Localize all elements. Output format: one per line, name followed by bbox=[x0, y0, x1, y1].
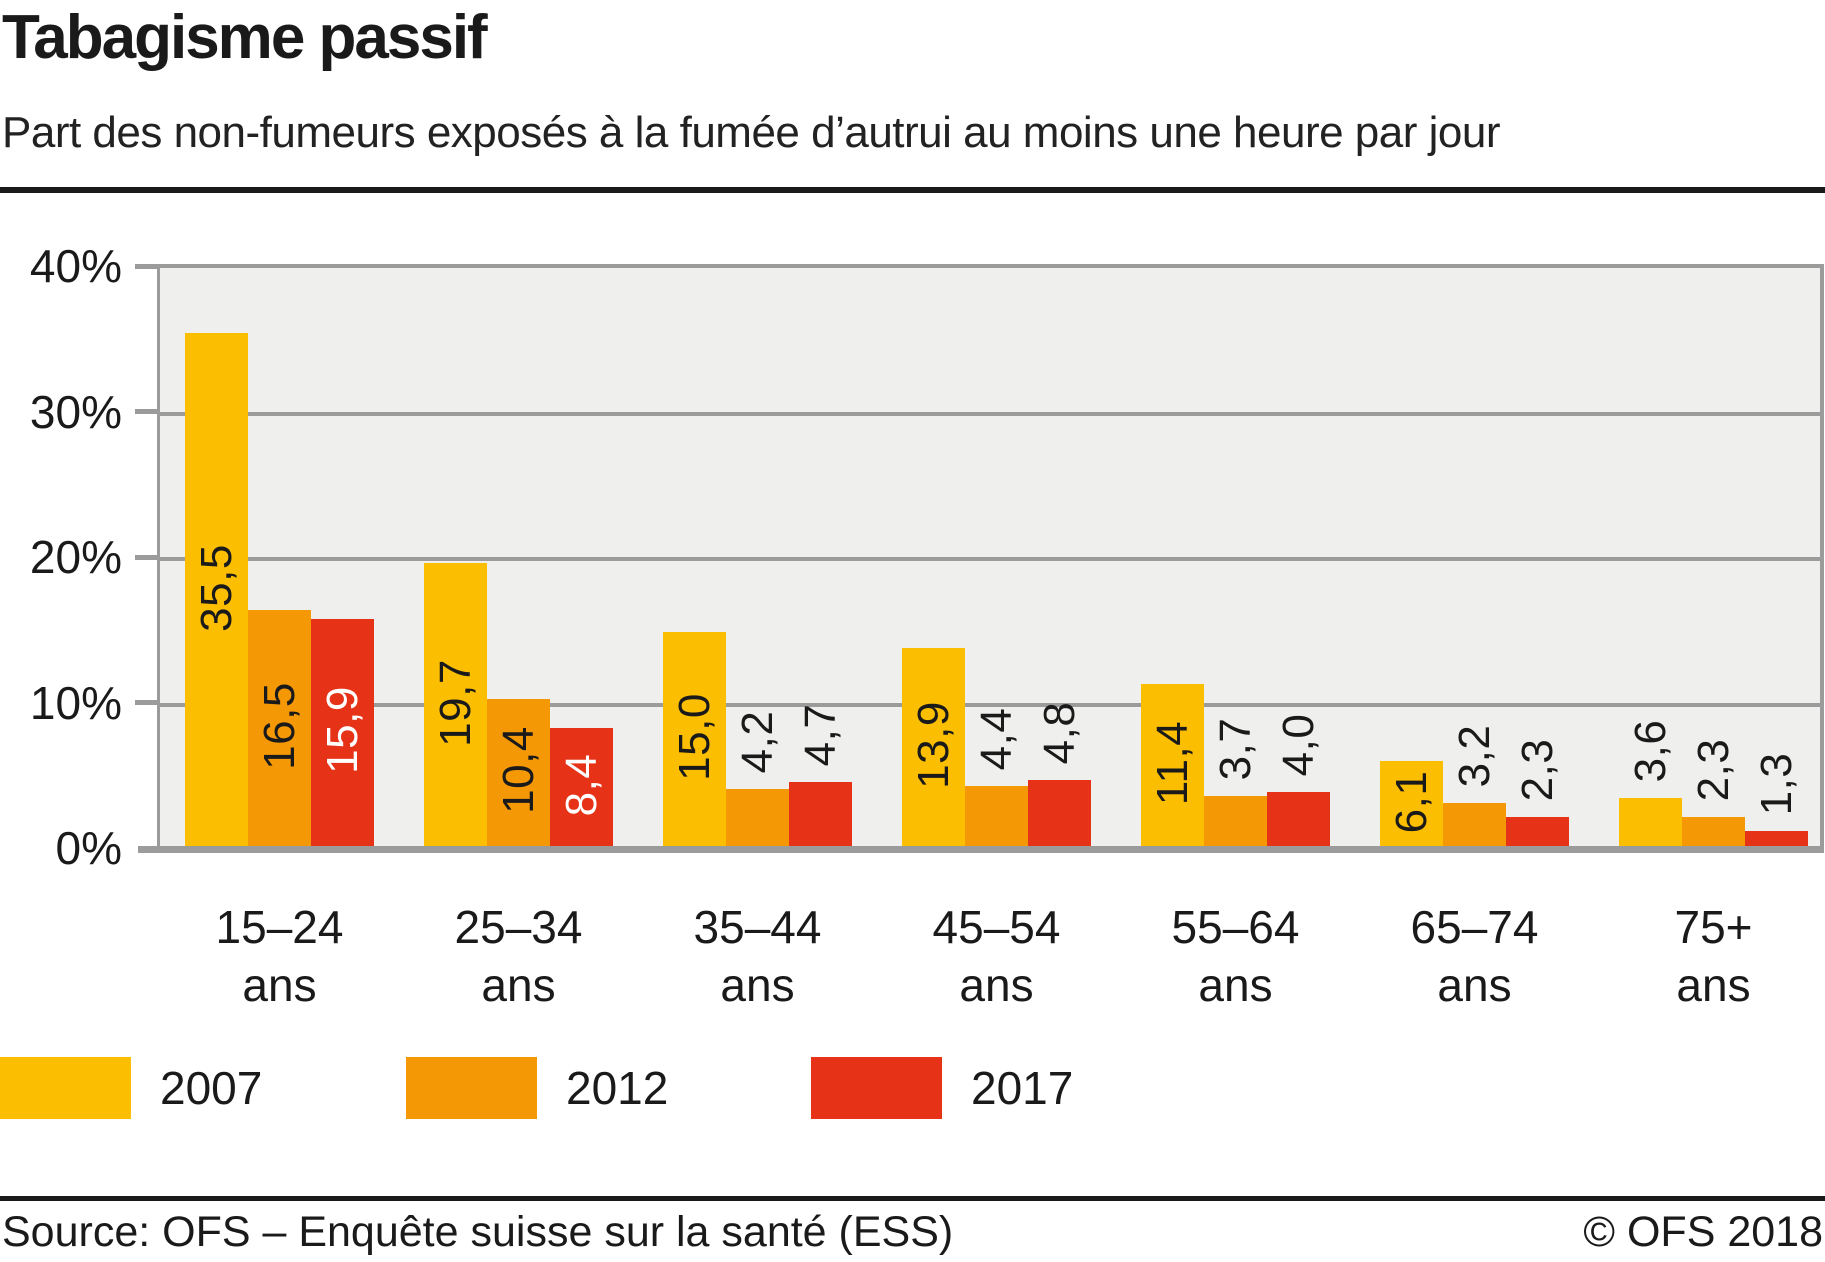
footer-source: Source: OFS – Enquête suisse sur la sant… bbox=[2, 1208, 954, 1256]
bar-value-label: 4,8 bbox=[1034, 701, 1084, 765]
x-axis-label-range: 75+ bbox=[1674, 901, 1753, 953]
y-axis-label: 30% bbox=[29, 385, 122, 438]
bar-2012-group3 bbox=[965, 785, 1028, 850]
x-axis-label-suffix: ans bbox=[1676, 959, 1751, 1011]
plot-area bbox=[160, 264, 1824, 850]
bar-2017-group4 bbox=[1267, 791, 1330, 850]
legend: 2007 2012 2017 bbox=[0, 1057, 1200, 1119]
y-axis-tick bbox=[135, 409, 157, 414]
bar-value-label: 6,1 bbox=[1386, 770, 1436, 833]
bar-value-label: 3,7 bbox=[1210, 717, 1260, 781]
x-axis-baseline bbox=[138, 846, 1824, 853]
y-axis-tick bbox=[135, 554, 157, 560]
bar-value-label: 3,2 bbox=[1449, 725, 1499, 788]
bar-value-label: 2,3 bbox=[1512, 738, 1562, 801]
bar-value-label: 4,2 bbox=[732, 710, 782, 774]
x-axis-label-range: 55–64 bbox=[1171, 901, 1300, 953]
x-axis-label-range: 35–44 bbox=[693, 901, 822, 953]
bar-value-label: 35,5 bbox=[191, 543, 241, 632]
legend-label: 2017 bbox=[971, 1062, 1074, 1114]
bar-value-label: 4,7 bbox=[795, 703, 845, 766]
x-axis-label-range: 45–54 bbox=[932, 901, 1061, 953]
bar-2012-group1 bbox=[487, 698, 550, 850]
x-axis-label: 35–44 ans bbox=[638, 898, 877, 1014]
y-axis-label: 10% bbox=[29, 676, 122, 729]
bar-2012-group6 bbox=[1682, 816, 1745, 850]
legend-item: 2012 bbox=[406, 1057, 668, 1119]
header-divider bbox=[0, 187, 1825, 193]
x-axis-label-range: 15–24 bbox=[215, 901, 344, 953]
x-axis-label: 65–74 ans bbox=[1355, 898, 1594, 1014]
bar-2007-group0 bbox=[185, 333, 248, 850]
bar-value-label: 4,4 bbox=[971, 707, 1021, 771]
bar-value-label: 13,9 bbox=[908, 701, 958, 789]
bar-2007-group4 bbox=[1141, 684, 1204, 850]
bar-value-label: 3,6 bbox=[1625, 719, 1675, 782]
x-axis-label: 25–34 ans bbox=[399, 898, 638, 1014]
footer-copyright: © OFS 2018 bbox=[1583, 1208, 1823, 1256]
legend-label: 2007 bbox=[160, 1062, 263, 1114]
x-axis-label: 55–64 ans bbox=[1116, 898, 1355, 1014]
x-axis-label-suffix: ans bbox=[1437, 959, 1512, 1011]
bar-value-label: 4,0 bbox=[1273, 713, 1323, 777]
bar-value-label: 11,4 bbox=[1147, 720, 1197, 806]
x-axis-label: 45–54 ans bbox=[877, 898, 1116, 1014]
page-subtitle: Part des non-fumeurs exposés à la fumée … bbox=[2, 108, 1500, 157]
bar-2007-group2 bbox=[663, 631, 726, 850]
x-axis-label: 75+ ans bbox=[1594, 898, 1825, 1014]
gridline bbox=[160, 702, 1820, 707]
bar-value-label: 8,4 bbox=[556, 753, 606, 817]
bar-2012-group2 bbox=[726, 788, 789, 850]
bar-2017-group2 bbox=[789, 781, 852, 850]
bar-2012-group5 bbox=[1443, 803, 1506, 850]
bar-value-label: 2,3 bbox=[1688, 738, 1738, 801]
page-title: Tabagisme passif bbox=[2, 3, 488, 72]
bar-2017-group3 bbox=[1028, 780, 1091, 850]
bar-2007-group5 bbox=[1380, 761, 1443, 850]
bar-value-label: 19,7 bbox=[430, 658, 480, 747]
bar-value-label: 15,0 bbox=[669, 693, 719, 781]
bar-2007-group1 bbox=[424, 563, 487, 850]
bar-2017-group5 bbox=[1506, 816, 1569, 850]
x-axis-label-range: 65–74 bbox=[1410, 901, 1539, 953]
legend-swatch-2017 bbox=[811, 1057, 942, 1119]
legend-label: 2012 bbox=[566, 1062, 669, 1114]
bar-value-label: 16,5 bbox=[254, 682, 304, 770]
bar-2007-group6 bbox=[1619, 797, 1682, 850]
legend-swatch-2012 bbox=[406, 1057, 537, 1119]
legend-swatch-2007 bbox=[0, 1057, 131, 1119]
gridline bbox=[160, 411, 1820, 416]
x-axis-label-suffix: ans bbox=[959, 959, 1034, 1011]
legend-item: 2007 bbox=[0, 1057, 262, 1119]
y-axis-label: 40% bbox=[29, 240, 122, 292]
bar-2007-group3 bbox=[902, 647, 965, 850]
y-axis-tick bbox=[135, 263, 157, 269]
bar-value-label: 10,4 bbox=[493, 726, 543, 815]
bar-value-label: 1,3 bbox=[1751, 752, 1801, 816]
bar-2012-group0 bbox=[248, 609, 311, 850]
bar-2017-group1 bbox=[550, 727, 613, 850]
x-axis-label-suffix: ans bbox=[1198, 959, 1273, 1011]
y-axis-line bbox=[157, 264, 162, 850]
bar-2017-group0 bbox=[311, 618, 374, 850]
bar-2017-group6 bbox=[1745, 831, 1808, 850]
footer-divider bbox=[0, 1196, 1825, 1201]
x-axis-label-range: 25–34 bbox=[454, 901, 583, 953]
bar-value-label: 15,9 bbox=[317, 686, 367, 775]
x-axis-label: 15–24 ans bbox=[160, 898, 399, 1014]
x-axis-label-suffix: ans bbox=[720, 959, 795, 1011]
y-axis-label: 20% bbox=[29, 531, 122, 583]
y-axis-tick bbox=[135, 700, 157, 705]
x-axis-label-suffix: ans bbox=[242, 959, 317, 1011]
legend-item: 2017 bbox=[811, 1057, 1073, 1119]
x-axis-label-suffix: ans bbox=[481, 959, 556, 1011]
y-axis-label: 0% bbox=[55, 822, 122, 874]
gridline bbox=[160, 557, 1820, 561]
bar-2012-group4 bbox=[1204, 796, 1267, 850]
